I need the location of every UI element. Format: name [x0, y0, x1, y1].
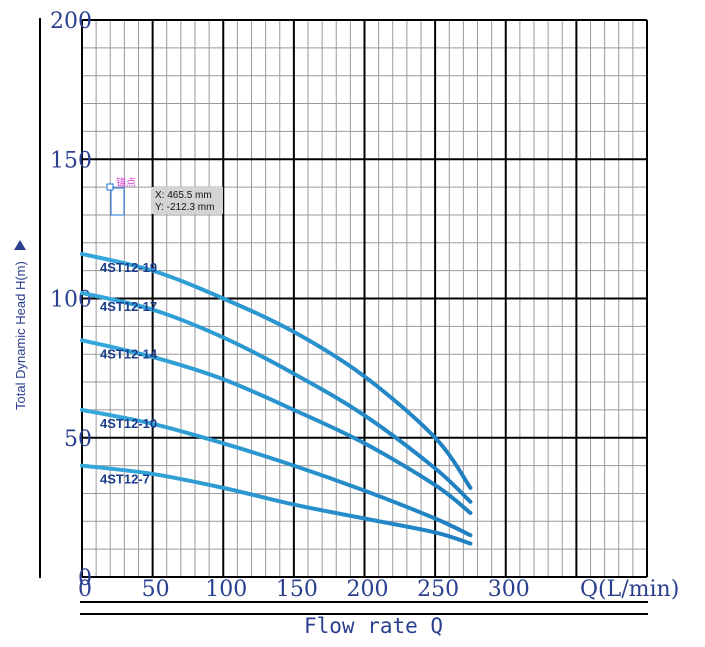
y-tick-label: 200 [50, 9, 92, 34]
tooltip-box [151, 187, 223, 214]
series-labels: 4ST12-19 4ST12-17 4ST12-14 4ST12-10 4ST12-7 [100, 260, 158, 487]
y-axis-label-group: Total Dynamic Head H(m) [13, 240, 28, 410]
x-unit-label: Q(L/min) [580, 577, 679, 602]
series-line-4st12-10 [80, 407, 473, 538]
series-lines [80, 251, 473, 546]
x-tick-label: 100 [205, 577, 247, 602]
y-tick-labels: 0 50 100 150 200 [50, 9, 92, 591]
y-axis-label: Total Dynamic Head H(m) [13, 261, 28, 410]
anchor-label: 锚点 [116, 177, 136, 189]
y-tick-label: 0 [78, 566, 92, 591]
x-tick-label: 0 [78, 577, 92, 602]
x-tick-label: 150 [276, 577, 318, 602]
anchor-marker [110, 187, 125, 216]
series-line-4st12-17 [80, 290, 473, 504]
x-tick-label: 250 [417, 577, 459, 602]
tooltip-x: X: 465.5 mm [155, 190, 212, 201]
series-line-4st12-19 [80, 251, 473, 490]
y-tick-label: 100 [50, 288, 92, 313]
series-label-4st12-14: 4ST12-14 [100, 346, 158, 361]
series-label-4st12-19: 4ST12-19 [100, 260, 157, 275]
x-tick-label: 300 [488, 577, 530, 602]
series-label-4st12-17: 4ST12-17 [100, 299, 157, 314]
series-label-4st12-7: 4ST12-7 [100, 472, 150, 487]
y-axis-arrow-icon [14, 240, 26, 250]
coordinate-tooltip: 锚点 X: 465.5 mm Y: -212.3 mm [106, 177, 223, 216]
series-line-4st12-7 [80, 463, 473, 546]
x-tick-label: 50 [142, 577, 170, 602]
series-line-4st12-14 [80, 338, 473, 515]
tooltip-y: Y: -212.3 mm [155, 202, 214, 213]
series-label-4st12-10: 4ST12-10 [100, 416, 157, 431]
x-tick-labels: 0 50 100 150 200 250 300 [78, 577, 530, 602]
y-tick-label: 50 [64, 427, 92, 452]
anchor-handle [106, 183, 114, 191]
x-axis-label: Flow rate Q [304, 614, 443, 638]
x-tick-label: 200 [347, 577, 389, 602]
y-tick-label: 150 [50, 148, 92, 173]
